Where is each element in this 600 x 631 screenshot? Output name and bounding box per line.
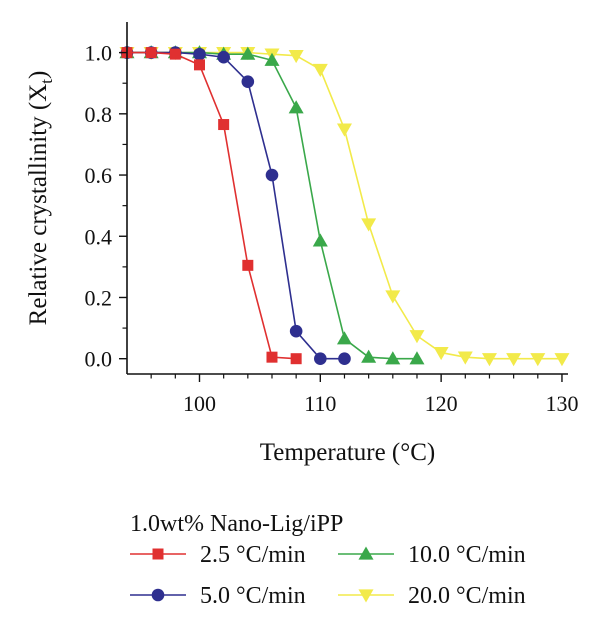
series-line-20-0 <box>127 51 562 360</box>
data-point-10-0 <box>312 233 328 247</box>
legend-label-2-5: 2.5 °C/min <box>200 542 306 568</box>
legend-entry-2-5: 2.5 °C/min <box>130 542 306 568</box>
data-point-2-5 <box>242 259 254 271</box>
y-tick-label: 0.8 <box>85 102 113 127</box>
data-point-20-0 <box>506 353 522 367</box>
series-line-10-0 <box>127 51 417 360</box>
data-point-2-5 <box>218 119 230 131</box>
y-axis-title: Relative crystallinity (Xt) <box>25 71 56 326</box>
legend-entry-5-0: 5.0 °C/min <box>130 583 306 609</box>
data-point-5-0 <box>289 324 303 338</box>
data-point-10-0 <box>288 100 304 114</box>
series-line-5-0 <box>127 51 345 360</box>
axes: 100 110 120 130 0.0 0.2 0.4 0.6 0.8 1.0 <box>85 22 578 416</box>
data-point-10-0 <box>361 349 377 363</box>
legend-label-20-0: 20.0 °C/min <box>408 583 526 609</box>
y-axis-title-sub: t <box>37 79 56 84</box>
series-20-0 <box>119 46 570 367</box>
data-point-5-0 <box>314 352 327 365</box>
series-line-2-5 <box>127 51 297 360</box>
data-point-5-0 <box>241 75 255 88</box>
legend-marker-20-0 <box>358 589 374 603</box>
x-tick-label: 120 <box>425 391 458 416</box>
x-tick-label: 100 <box>183 391 216 416</box>
data-point-20-0 <box>481 353 497 367</box>
data-point-20-0 <box>530 353 546 367</box>
legend-label-10-0: 10.0 °C/min <box>408 542 526 568</box>
data-point-2-5 <box>193 59 205 71</box>
y-tick-label: 0.4 <box>85 224 113 249</box>
legend-marker-2-5 <box>152 548 164 560</box>
y-tick-label: 0.2 <box>85 285 113 310</box>
series-10-0 <box>119 45 425 365</box>
y-tick-label: 1.0 <box>85 41 113 66</box>
data-point-20-0 <box>288 50 304 64</box>
legend-label-5-0: 5.0 °C/min <box>200 583 306 609</box>
data-point-5-0 <box>217 50 230 64</box>
data-point-20-0 <box>361 218 377 232</box>
y-tick-label: 0.6 <box>85 163 113 188</box>
data-point-20-0 <box>409 330 425 344</box>
data-point-20-0 <box>433 346 449 361</box>
legend: 1.0wt% Nano-Lig/iPP 2.5 °C/min 5.0 °C/min… <box>130 511 526 609</box>
data-point-2-5 <box>290 353 302 365</box>
data-point-20-0 <box>554 353 570 367</box>
data-point-10-0 <box>240 46 256 60</box>
data-point-20-0 <box>312 63 328 77</box>
legend-entry-10-0: 10.0 °C/min <box>338 542 526 568</box>
data-point-20-0 <box>385 290 401 304</box>
x-tick-label: 130 <box>545 391 578 416</box>
y-tick-label: 0.0 <box>85 347 113 372</box>
data-point-5-0 <box>338 352 351 365</box>
data-point-5-0 <box>193 47 206 61</box>
legend-title: 1.0wt% Nano-Lig/iPP <box>130 511 343 537</box>
legend-marker-10-0 <box>358 546 374 560</box>
data-point-2-5 <box>169 48 181 60</box>
legend-marker-5-0 <box>151 588 165 602</box>
data-point-20-0 <box>457 351 473 365</box>
plot-area <box>119 45 570 367</box>
x-tick-label: 110 <box>304 391 336 416</box>
data-point-5-0 <box>265 168 279 182</box>
series-5-0 <box>120 46 351 365</box>
data-point-2-5 <box>145 47 157 59</box>
x-axis-title: Temperature (°C) <box>260 439 436 466</box>
data-point-10-0 <box>336 331 352 345</box>
data-point-10-0 <box>409 351 425 365</box>
series-2-5 <box>121 47 302 365</box>
data-point-10-0 <box>264 52 280 66</box>
data-point-20-0 <box>336 123 352 137</box>
data-point-2-5 <box>266 351 278 363</box>
legend-entry-20-0: 20.0 °C/min <box>338 583 526 609</box>
y-axis-title-end: ) <box>25 71 52 79</box>
data-point-10-0 <box>385 351 401 365</box>
y-axis-title-main: Relative crystallinity (X <box>25 84 52 326</box>
